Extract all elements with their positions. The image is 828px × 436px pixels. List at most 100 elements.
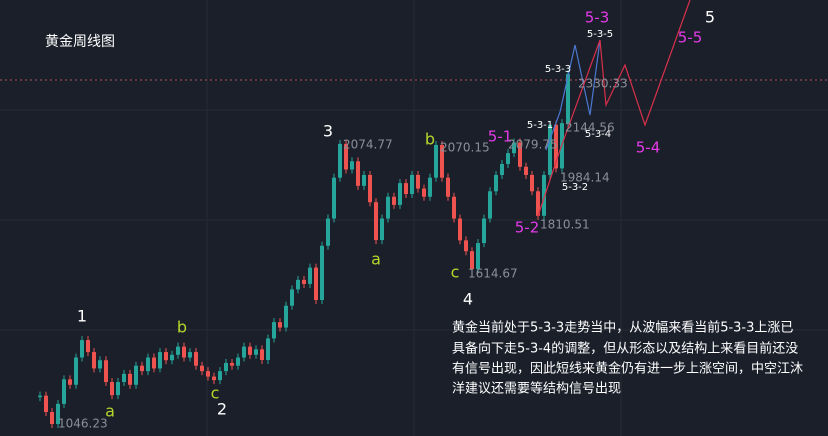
candle xyxy=(542,174,546,216)
wave-label: 5-2 xyxy=(515,219,540,237)
candle xyxy=(452,196,456,219)
candle xyxy=(236,357,240,366)
candle xyxy=(440,144,444,178)
candle xyxy=(254,349,258,355)
commentary-line: 有信号出现，因此短线来黄金仍有进一步上涨空间，中空江沐 xyxy=(452,361,803,377)
candle xyxy=(482,218,486,244)
candle xyxy=(62,379,66,404)
candle xyxy=(518,142,522,167)
candle xyxy=(272,322,276,339)
candle xyxy=(230,362,234,366)
candle xyxy=(212,376,216,381)
candle xyxy=(524,166,528,175)
candle xyxy=(320,245,324,301)
candle xyxy=(206,371,210,377)
candle xyxy=(308,267,312,284)
candle xyxy=(356,161,360,186)
blue-wave-projection xyxy=(545,39,601,151)
wave-label: 5-3-3 xyxy=(545,64,571,75)
price-label: 2330.33 xyxy=(578,77,628,91)
candle xyxy=(56,403,60,425)
wave-label: 2 xyxy=(217,400,227,419)
candle xyxy=(140,365,144,372)
candle xyxy=(398,183,402,205)
wave-label: c xyxy=(451,263,460,282)
candle xyxy=(548,124,552,175)
candle xyxy=(404,183,408,195)
wave-label: 5-3 xyxy=(585,9,610,27)
candle xyxy=(362,174,366,186)
candle xyxy=(566,74,570,124)
wave-label: 4 xyxy=(463,290,473,309)
wave-label: a xyxy=(105,402,115,421)
candle xyxy=(536,191,540,216)
wave-label: 5 xyxy=(705,8,715,27)
candle xyxy=(386,196,390,219)
wave-label: 5-4 xyxy=(636,139,661,157)
candle xyxy=(296,279,300,290)
candle xyxy=(506,153,510,165)
candle xyxy=(92,352,96,369)
candle xyxy=(68,379,72,385)
candle xyxy=(116,382,120,396)
candle xyxy=(188,352,192,358)
candle xyxy=(494,174,498,192)
candle xyxy=(158,352,162,369)
candle xyxy=(260,349,264,360)
candle xyxy=(284,305,288,328)
wave-label: 5-5 xyxy=(678,29,703,47)
candle xyxy=(368,174,372,203)
candle xyxy=(422,188,426,197)
wave-label: a xyxy=(371,250,381,269)
candle xyxy=(326,218,330,246)
candle xyxy=(344,143,348,170)
wave-label: 5-3-5 xyxy=(587,29,613,40)
candle xyxy=(392,196,396,205)
candle xyxy=(248,346,252,355)
candle xyxy=(104,360,108,383)
candle xyxy=(428,177,432,197)
candle xyxy=(290,289,294,306)
red-wave-projection xyxy=(537,0,691,217)
candle xyxy=(530,174,534,192)
price-label: 2079.75 xyxy=(508,138,558,152)
candle xyxy=(152,357,156,369)
candle xyxy=(242,346,246,358)
chart-title: 黄金周线图 xyxy=(45,33,115,50)
candle xyxy=(200,365,204,372)
candle xyxy=(164,352,168,361)
candle xyxy=(194,352,198,366)
price-label: 1046.23 xyxy=(58,417,108,431)
candle xyxy=(410,174,414,195)
commentary-line: 黄金当前处于5-3-3走势当中，从波幅来看当前5-3-3上涨已 xyxy=(452,320,793,336)
commentary: 黄金当前处于5-3-3走势当中，从波幅来看当前5-3-3上涨已 具备向下走5-3… xyxy=(452,320,803,397)
price-label: 1614.67 xyxy=(468,267,518,281)
candle xyxy=(446,177,450,197)
candle xyxy=(476,243,480,270)
candle xyxy=(44,395,48,413)
price-label: 1810.51 xyxy=(540,218,590,232)
candle xyxy=(218,371,222,381)
candle xyxy=(176,346,180,355)
wave-label: 5-3-4 xyxy=(585,129,611,140)
wave-label: 5-3-1 xyxy=(527,120,553,131)
candle xyxy=(332,177,336,219)
candle xyxy=(314,267,318,301)
commentary-line: 具备向下走5-3-4的调整，但从形态以及结构上来看目前还没 xyxy=(452,341,798,357)
candle xyxy=(380,218,384,241)
candle xyxy=(74,357,78,385)
candle xyxy=(350,161,354,170)
candle xyxy=(266,338,270,360)
candle xyxy=(278,322,282,328)
candle xyxy=(554,124,558,169)
candle xyxy=(464,240,468,252)
candle xyxy=(86,340,90,353)
price-label: 2070.15 xyxy=(440,141,490,155)
candle xyxy=(128,373,132,385)
price-label: 2144.56 xyxy=(565,121,615,135)
commentary-line: 洋建议还需要等结构信号出现 xyxy=(452,381,621,397)
candle xyxy=(110,382,114,396)
wave-label: c xyxy=(211,384,220,403)
candle xyxy=(512,142,516,154)
